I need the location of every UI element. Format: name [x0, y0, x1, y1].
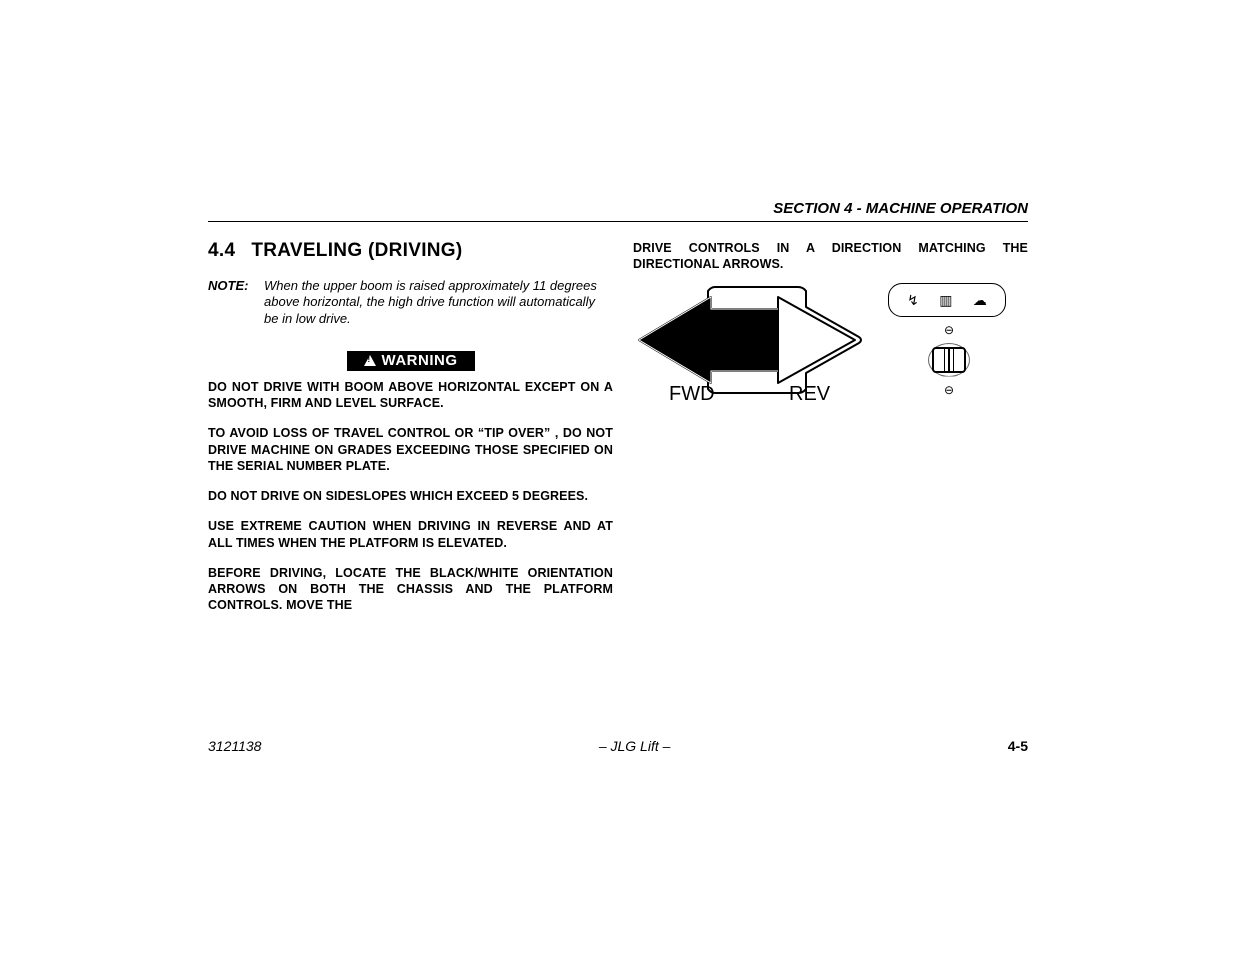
panel-glyph-icon: ↯ [907, 293, 919, 307]
page-number: 4-5 [1008, 738, 1028, 754]
platform-grid-icon [932, 347, 966, 373]
control-panel-icon: ↯ ▥ ☁ [888, 283, 1006, 317]
rev-label: REV [789, 383, 830, 406]
note-text: When the upper boom is raised approximat… [264, 278, 613, 327]
warning-paragraph: DO NOT DRIVE ON SIDESLOPES WHICH EXCEED … [208, 488, 613, 504]
section-heading: 4.4 TRAVELING (DRIVING) [208, 240, 613, 262]
warning-badge: WARNING [347, 351, 475, 371]
section-title: TRAVELING (DRIVING) [251, 240, 462, 261]
warning-continuation: DRIVE CONTROLS IN A DIRECTION MATCHING T… [633, 240, 1028, 273]
circle-down-icon: ⊖ [944, 383, 954, 397]
warning-paragraph: TO AVOID LOSS OF TRAVEL CONTROL OR “TIP … [208, 425, 613, 474]
right-column: DRIVE CONTROLS IN A DIRECTION MATCHING T… [633, 240, 1028, 628]
circle-up-icon: ⊖ [944, 323, 954, 337]
note-block: NOTE: When the upper boom is raised appr… [208, 278, 613, 327]
panel-glyph-icon: ☁ [973, 293, 987, 307]
left-column: 4.4 TRAVELING (DRIVING) NOTE: When the up… [208, 240, 613, 628]
warning-paragraph: BEFORE DRIVING, LOCATE THE BLACK/WHITE O… [208, 565, 613, 614]
warning-paragraph: USE EXTREME CAUTION WHEN DRIVING IN REVE… [208, 518, 613, 551]
page-footer: 3121138 – JLG Lift – 4-5 [208, 738, 1028, 754]
warning-label: WARNING [382, 352, 458, 369]
warning-paragraph: DO NOT DRIVE WITH BOOM ABOVE HORIZONTAL … [208, 379, 613, 412]
page-content: SECTION 4 - MACHINE OPERATION 4.4 TRAVELI… [208, 200, 1028, 628]
footer-center-text: – JLG Lift – [599, 738, 671, 754]
direction-arrows-diagram: FWD REV ↯ ▥ ☁ ⊖ ⊖ [633, 283, 1028, 413]
panel-glyph-icon: ▥ [939, 293, 952, 307]
section-header: SECTION 4 - MACHINE OPERATION [208, 200, 1028, 222]
two-column-layout: 4.4 TRAVELING (DRIVING) NOTE: When the up… [208, 240, 1028, 628]
warning-triangle-icon [364, 355, 376, 366]
document-number: 3121138 [208, 738, 261, 754]
section-number: 4.4 [208, 240, 235, 261]
orientation-symbols: ⊖ ⊖ [932, 323, 966, 397]
fwd-label: FWD [669, 383, 715, 406]
note-label: NOTE: [208, 278, 264, 327]
